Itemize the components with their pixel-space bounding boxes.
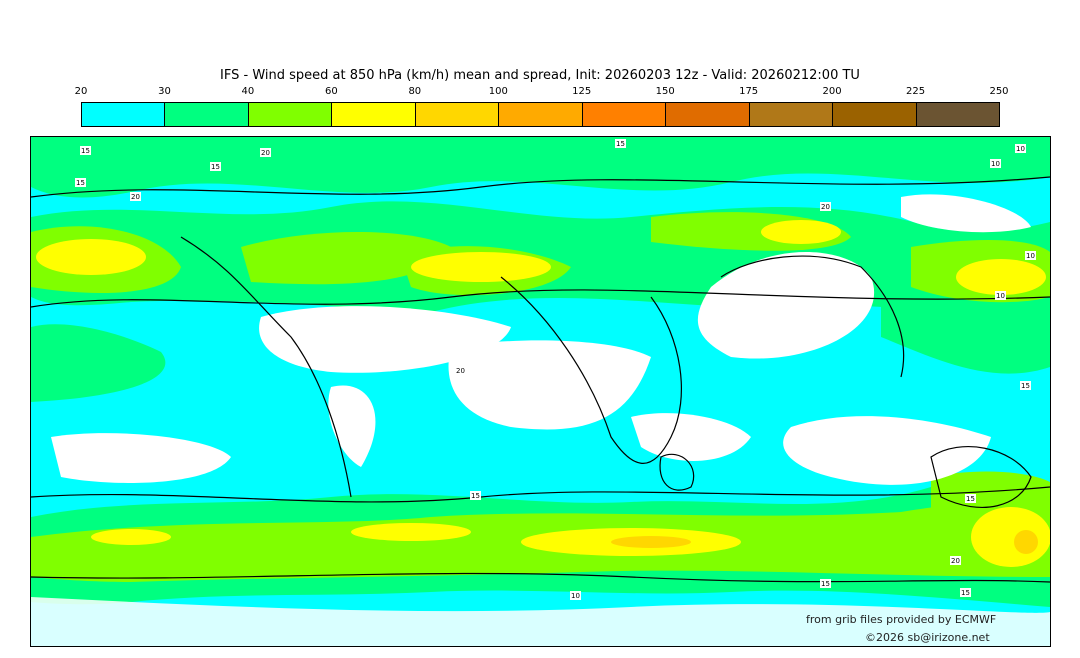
map-field: 15 20 15 15 15 20 10 10 20 10 10 15 15 20 15 15 10 15 20 <box>31 137 1050 646</box>
contour-lines <box>31 176 1050 583</box>
wind-speed-map: 15 20 15 15 15 20 10 10 20 10 10 15 15 20 15 15 10 15 20 f… <box>30 136 1051 647</box>
wind-band-80-100 <box>611 530 1038 554</box>
contour-label: 10 <box>571 592 580 600</box>
colorbar-segment <box>666 103 750 126</box>
data-source-credit: from grib files provided by ECMWF <box>806 613 997 626</box>
contour-label: 15 <box>821 580 830 588</box>
contour-label: 20 <box>821 203 830 211</box>
contour-label: 10 <box>1016 145 1025 153</box>
contour-label: 15 <box>81 147 90 155</box>
colorbar-tick-label: 125 <box>572 86 592 97</box>
contour-label: 15 <box>616 140 625 148</box>
contour-label: 20 <box>131 193 140 201</box>
colorbar-segment <box>916 103 999 126</box>
contour-label: 15 <box>211 163 220 171</box>
calm-areas <box>31 194 1050 646</box>
contour-label: 15 <box>1021 382 1030 390</box>
contour-label: 15 <box>961 589 970 597</box>
colorbar-segment <box>165 103 249 126</box>
colorbar-segment <box>749 103 834 126</box>
colorbar-segment <box>833 103 917 126</box>
colorbar-tick-label: 100 <box>488 86 508 97</box>
contour-labels: 15 20 15 15 15 20 10 10 20 10 10 15 15 20 15 15 10 15 20 <box>75 139 1036 600</box>
contour-label: 15 <box>76 179 85 187</box>
contour-label: 20 <box>456 367 465 375</box>
chart-title: IFS - Wind speed at 850 hPa (km/h) mean … <box>220 68 860 83</box>
wind-band-60-80 <box>36 220 1050 567</box>
colorbar-tick-label: 150 <box>655 86 675 97</box>
colorbar-tick-label: 20 <box>74 86 88 97</box>
colorbar-tick-label: 40 <box>241 86 255 97</box>
colorbar-tick-label: 250 <box>989 86 1009 97</box>
colorbar-segment <box>499 103 583 126</box>
contour-label: 20 <box>951 557 960 565</box>
colorbar-tick-label: 200 <box>822 86 842 97</box>
colorbar-tick-label: 175 <box>739 86 759 97</box>
colorbar-segment <box>415 103 500 126</box>
colorbar-segment <box>82 103 166 126</box>
contour-label: 10 <box>996 292 1005 300</box>
colorbar-segment <box>582 103 667 126</box>
colorbar-segment <box>332 103 416 126</box>
colorbar-tick-label: 225 <box>905 86 926 97</box>
contour-label: 20 <box>261 149 270 157</box>
colorbar-legend <box>81 102 1000 127</box>
contour-label: 15 <box>471 492 480 500</box>
colorbar-tick-label: 80 <box>408 86 422 97</box>
colorbar-segment <box>248 103 333 126</box>
copyright-credit: ©2026 sb@irizone.net <box>865 631 990 644</box>
colorbar-tick-label: 30 <box>158 86 171 97</box>
contour-label: 10 <box>991 160 1000 168</box>
colorbar-tick-label: 60 <box>324 86 338 97</box>
contour-label: 10 <box>1026 252 1035 260</box>
contour-label: 15 <box>966 495 975 503</box>
